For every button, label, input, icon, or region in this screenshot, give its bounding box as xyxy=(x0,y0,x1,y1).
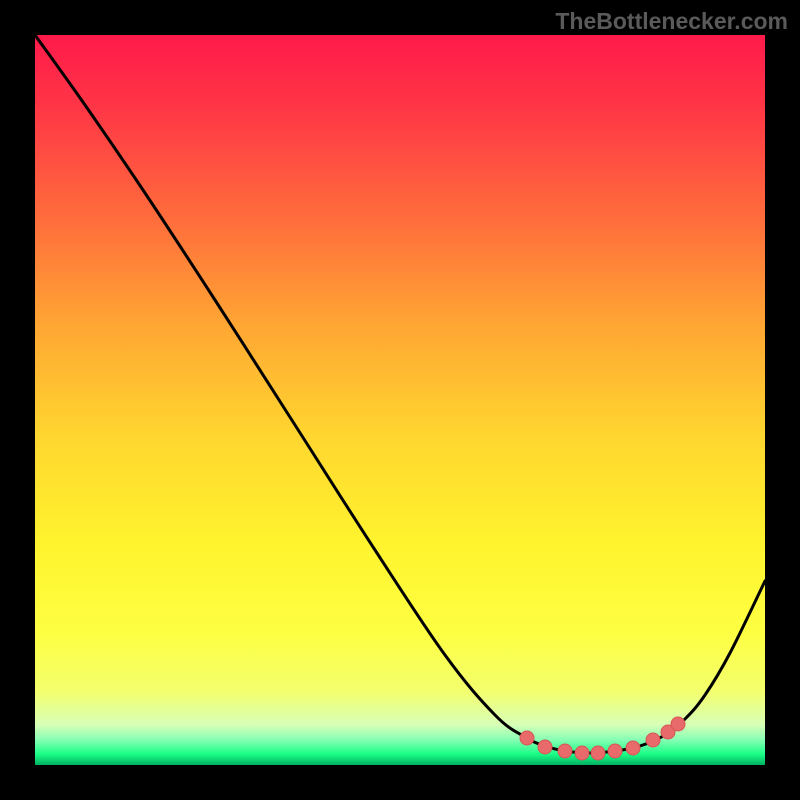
curve-marker xyxy=(538,740,552,754)
curve-marker xyxy=(626,741,640,755)
curve-marker xyxy=(646,733,660,747)
watermark-text: TheBottlenecker.com xyxy=(555,8,788,35)
chart-frame: TheBottlenecker.com xyxy=(0,0,800,800)
curve-marker xyxy=(608,744,622,758)
curve-marker xyxy=(671,717,685,731)
curve-marker xyxy=(558,744,572,758)
plot-area xyxy=(35,35,765,765)
curve-marker xyxy=(591,746,605,760)
curve-layer xyxy=(35,35,765,765)
curve-marker xyxy=(520,731,534,745)
curve-marker xyxy=(575,746,589,760)
marker-group xyxy=(520,717,685,760)
bottleneck-curve xyxy=(35,35,765,753)
